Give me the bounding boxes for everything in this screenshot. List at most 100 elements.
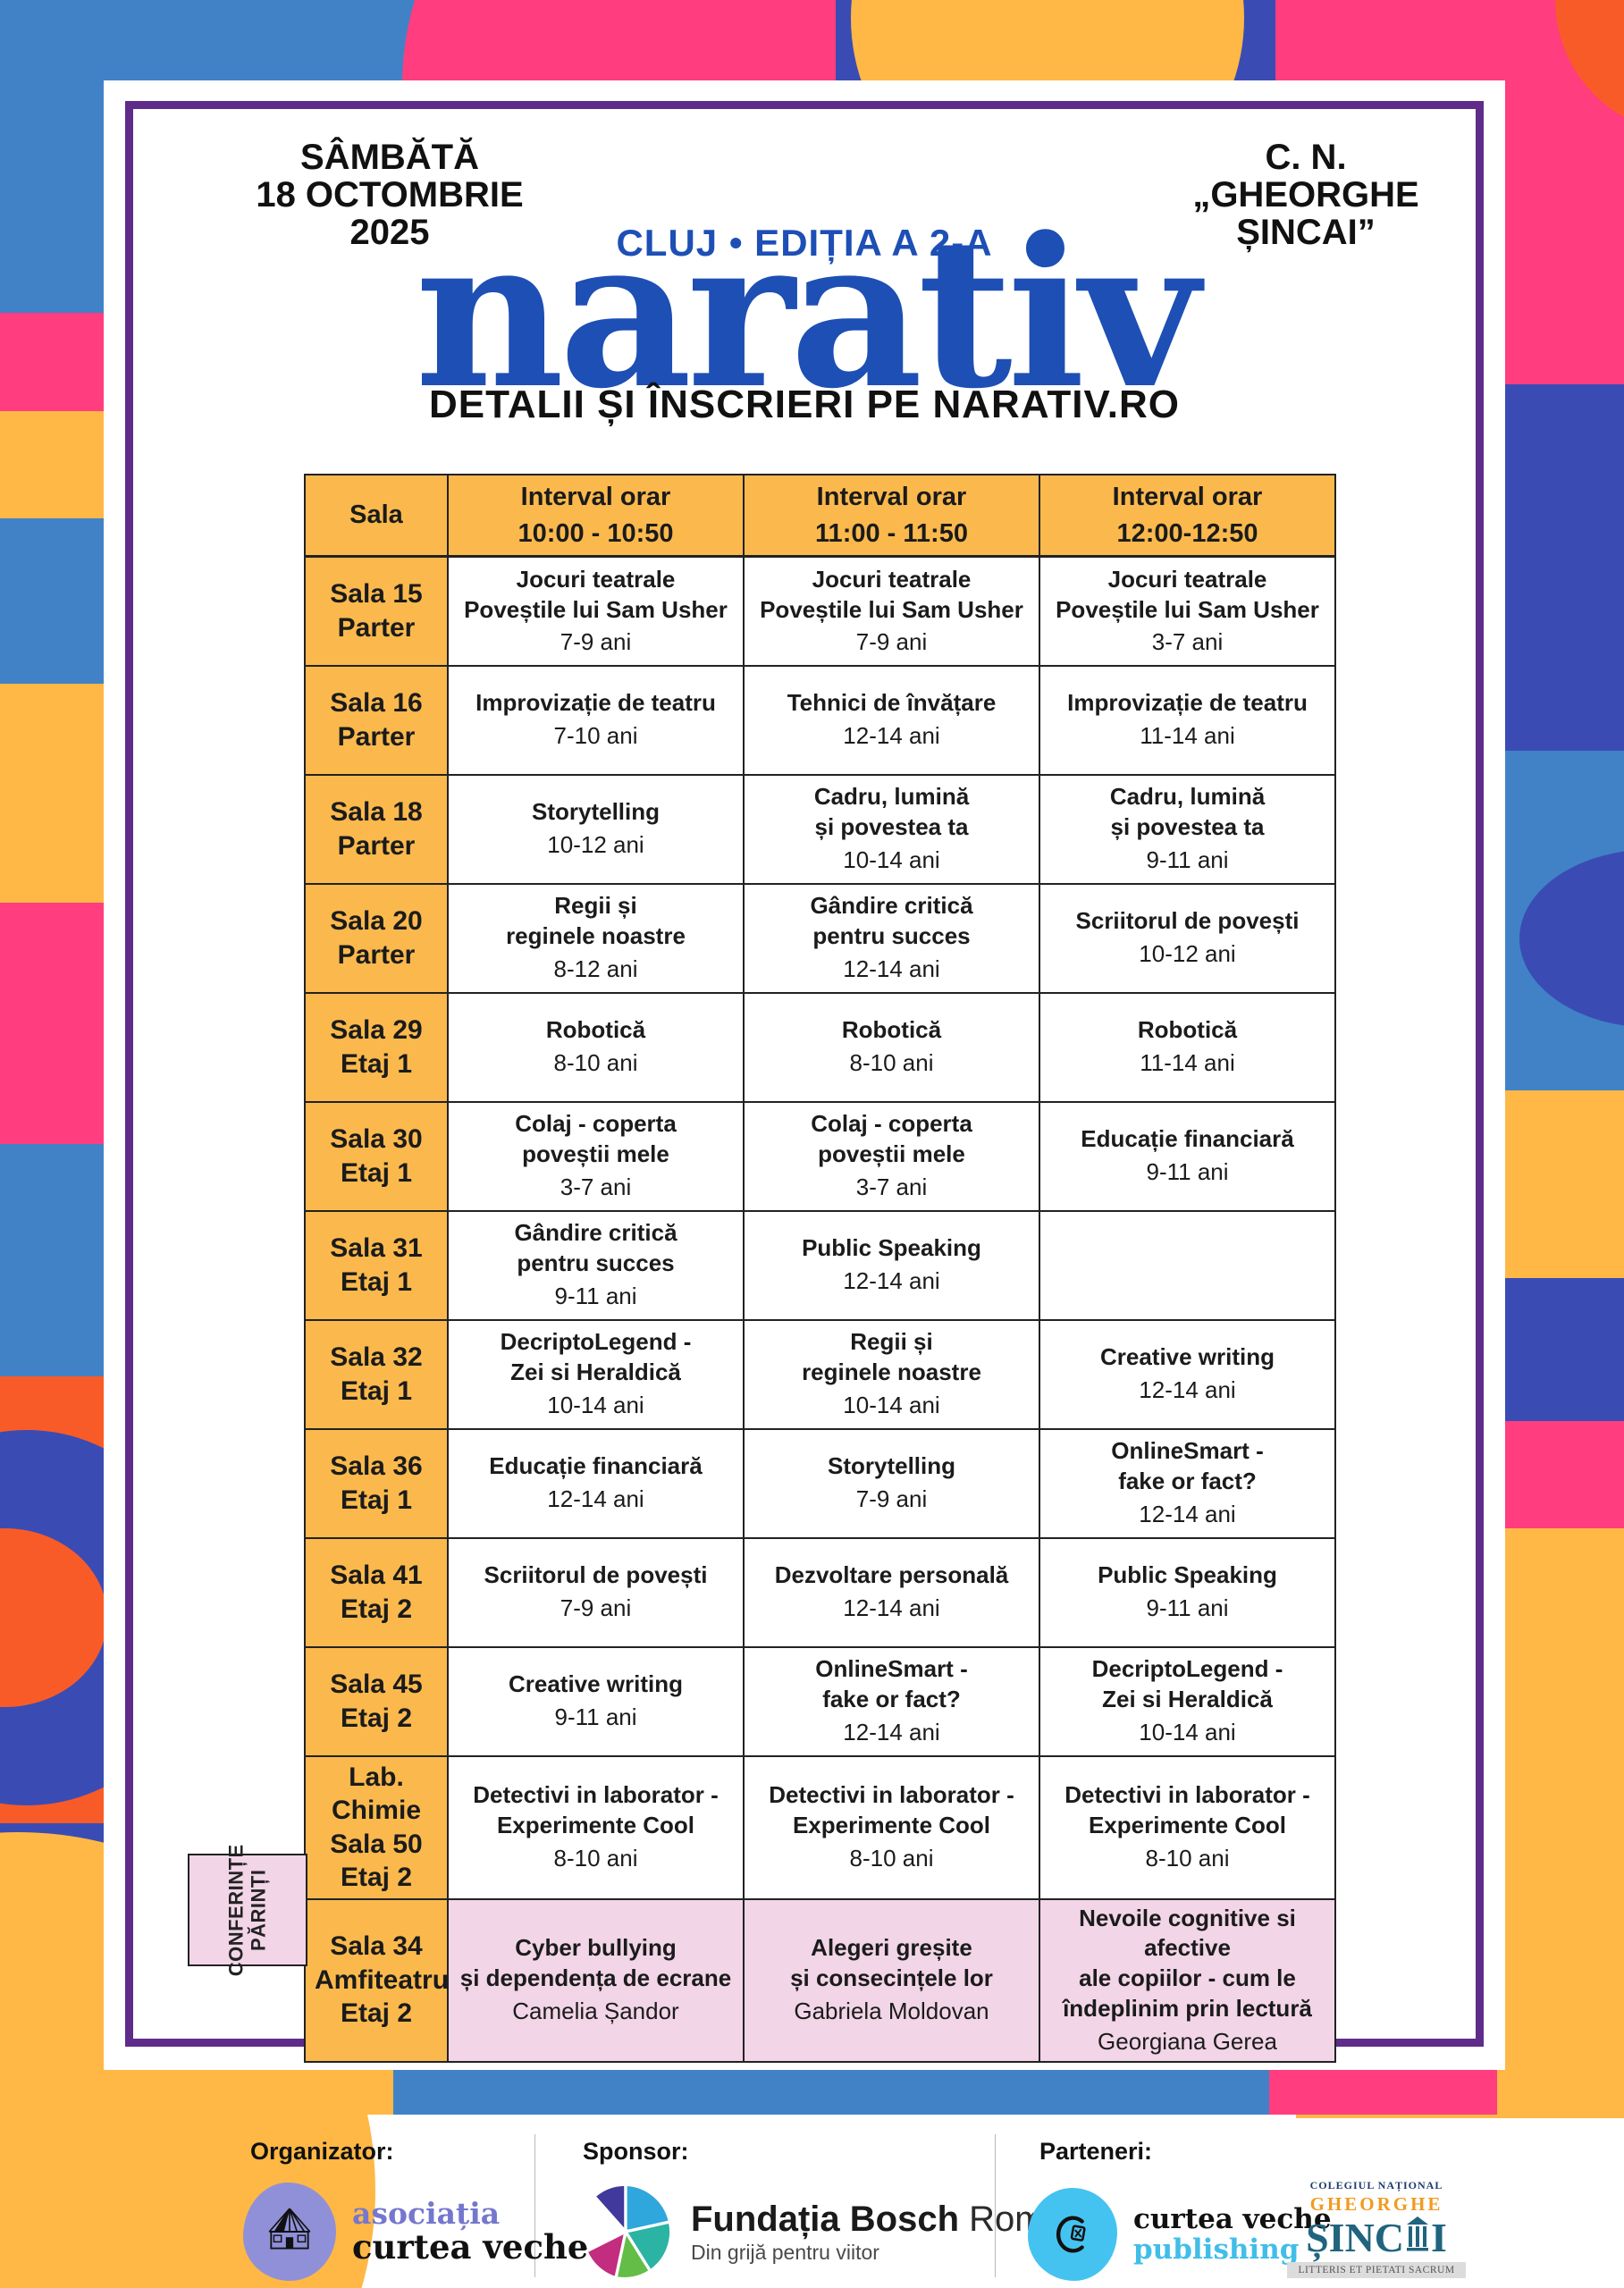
sponsor-label: Sponsor: — [583, 2138, 689, 2165]
workshop-cell: Cadru, lumină și povestea ta 9-11 ani — [1039, 773, 1336, 885]
workshop-age: 10-14 ani — [1139, 1719, 1236, 1746]
event-date: SÂMBĂTĂ 18 OCTOMBRIE 2025 — [256, 138, 524, 252]
workshop-age: 3-7 ani — [1151, 628, 1224, 656]
conference-speaker: Gabriela Moldovan — [794, 1998, 989, 2025]
workshop-title: Regii și reginele noastre — [506, 892, 686, 950]
workshop-title: Jocuri teatrale Poveștile lui Sam Usher — [1056, 565, 1319, 623]
workshop-cell: Detectivi in laborator - Experimente Coo… — [1039, 1754, 1336, 1900]
workshop-title: OnlineSmart - fake or fact? — [815, 1655, 968, 1713]
narativ-logo: narativ — [415, 193, 1199, 434]
workshop-title: Robotică — [841, 1016, 942, 1044]
workshop-cell: Jocuri teatrale Poveștile lui Sam Usher 7… — [447, 555, 745, 667]
partner-publisher-name: curtea veche publishing — [1133, 2204, 1332, 2265]
workshop-cell: Tehnici de învățare 12-14 ani — [743, 664, 1040, 776]
room-cell: Sala 31 Etaj 1 — [304, 1209, 449, 1321]
workshop-age: 10-12 ani — [547, 831, 644, 859]
workshop-title: Colaj - coperta poveștii mele — [515, 1110, 677, 1168]
workshop-title: Storytelling — [827, 1452, 955, 1480]
workshop-title: Regii și reginele noastre — [802, 1328, 981, 1386]
conference-cell: Cyber bullying și dependența de ecrane Ca… — [447, 1897, 745, 2063]
workshop-cell: Colaj - coperta poveștii mele 3-7 ani — [743, 1100, 1040, 1212]
workshop-title: Colaj - coperta poveștii mele — [811, 1110, 972, 1168]
workshop-title: Jocuri teatrale Poveștile lui Sam Usher — [464, 565, 728, 623]
table-row: Sala 30 Etaj 1 Colaj - coperta poveștii m… — [304, 1100, 1336, 1212]
workshop-cell: Regii și reginele noastre 10-14 ani — [743, 1318, 1040, 1430]
header-slot-3: Interval orar 12:00-12:50 — [1039, 474, 1336, 559]
publisher-line1: curtea veche — [1133, 2202, 1332, 2235]
curtea-veche-publishing-icon — [1028, 2188, 1117, 2281]
workshop-title: Dezvoltare personală — [774, 1561, 1009, 1589]
workshop-title: Storytelling — [531, 798, 660, 826]
workshop-cell: DecriptoLegend - Zei si Heraldică 10-14 a… — [1039, 1645, 1336, 1757]
organizer-name-line1: asociația — [352, 2196, 501, 2232]
workshop-age: 10-14 ani — [843, 1392, 940, 1419]
workshop-cell: Scriitorul de povești 7-9 ani — [447, 1536, 745, 1648]
workshop-cell: DecriptoLegend - Zei si Heraldică 10-14 a… — [447, 1318, 745, 1430]
workshop-title: Educație financiară — [489, 1452, 703, 1480]
table-row: Sala 16 Parter Improvizație de teatru 7-10… — [304, 664, 1336, 776]
bosch-foundation-icon — [576, 2183, 675, 2281]
workshop-age: 7-9 ani — [855, 1485, 928, 1513]
room-cell: Lab. Chimie Sala 50 Etaj 2 — [304, 1754, 449, 1900]
table-row: Sala 15 Parter Jocuri teatrale Poveștile … — [304, 555, 1336, 667]
table-row: Sala 41 Etaj 2 Scriitorul de povești 7-9 a… — [304, 1536, 1336, 1648]
workshop-cell: Robotică 8-10 ani — [743, 991, 1040, 1103]
workshop-cell: Gândire critică pentru succes 12-14 ani — [743, 882, 1040, 994]
workshop-cell: Regii și reginele noastre 8-12 ani — [447, 882, 745, 994]
workshop-age: 12-14 ani — [547, 1485, 644, 1513]
workshop-cell: Robotică 11-14 ani — [1039, 991, 1336, 1103]
sponsor-name-bold: Fundația Bosch — [691, 2199, 960, 2239]
workshop-cell: Improvizație de teatru 7-10 ani — [447, 664, 745, 776]
workshop-age: 12-14 ani — [1139, 1376, 1236, 1404]
room-cell: Sala 45 Etaj 2 — [304, 1645, 449, 1757]
workshop-title: DecriptoLegend - Zei si Heraldică — [1091, 1655, 1283, 1713]
workshop-age: 12-14 ani — [843, 1719, 940, 1746]
conference-speaker: Camelia Șandor — [512, 1998, 679, 2025]
partner-school-logo: COLEGIUL NAȚIONAL GHEORGHE ȘINC I LITTER… — [1287, 2179, 1466, 2278]
workshop-title: OnlineSmart - fake or fact? — [1111, 1437, 1264, 1495]
room-cell: Sala 30 Etaj 1 — [304, 1100, 449, 1212]
workshop-age: 7-9 ani — [560, 1594, 632, 1622]
schedule-table: Sala Interval orar 10:00 - 10:50 Interva… — [304, 474, 1336, 2063]
workshop-title: Robotică — [1137, 1016, 1238, 1044]
workshop-age: 3-7 ani — [560, 1173, 632, 1201]
partners-label: Parteneri: — [1039, 2138, 1153, 2165]
workshop-age: 11-14 ani — [1140, 722, 1235, 750]
room-cell: Sala 15 Parter — [304, 555, 449, 667]
host-school: C. N. „GHEORGHE ȘINCAI” — [1192, 138, 1419, 252]
room-cell: Sala 18 Parter — [304, 773, 449, 885]
workshop-title: Public Speaking — [1098, 1561, 1277, 1589]
workshop-title: Cadru, lumină și povestea ta — [813, 783, 970, 841]
workshop-cell: Public Speaking 12-14 ani — [743, 1209, 1040, 1321]
room-cell: Sala 41 Etaj 2 — [304, 1536, 449, 1648]
workshop-cell: Detectivi in laborator - Experimente Coo… — [743, 1754, 1040, 1900]
workshop-cell: Educație financiară 9-11 ani — [1039, 1100, 1336, 1212]
workshop-cell: Gândire critică pentru succes 9-11 ani — [447, 1209, 745, 1321]
tagline-prefix: DETALII ȘI ÎNSCRIERI PE — [429, 383, 933, 426]
edition-line: CLUJ • EDIȚIA A 2-A — [616, 222, 993, 264]
workshop-cell: Creative writing 9-11 ani — [447, 1645, 745, 1757]
organizer-name: asociația curtea veche — [352, 2196, 588, 2265]
room-cell: Sala 36 Etaj 1 — [304, 1427, 449, 1539]
room-cell: Sala 16 Parter — [304, 664, 449, 776]
workshop-title: Improvizație de teatru — [1067, 689, 1308, 717]
workshop-age: 10-14 ani — [843, 846, 940, 874]
workshop-age: 12-14 ani — [843, 1594, 940, 1622]
workshop-title: Jocuri teatrale Poveștile lui Sam Usher — [760, 565, 1023, 623]
publisher-line2: publishing — [1133, 2233, 1300, 2266]
room-cell: Sala 32 Etaj 1 — [304, 1318, 449, 1430]
bg-bottom-pink-band — [1269, 2070, 1497, 2115]
workshop-age: 8-10 ani — [553, 1845, 638, 1872]
school-logo-sincai: ȘINC I — [1287, 2216, 1466, 2259]
school-logo-motto: LITTERIS ET PIETATI SACRUM — [1287, 2262, 1466, 2278]
workshop-age: 12-14 ani — [843, 1267, 940, 1295]
workshop-cell: Dezvoltare personală 12-14 ani — [743, 1536, 1040, 1648]
workshop-title: Gândire critică pentru succes — [514, 1219, 677, 1277]
workshop-age: 9-11 ani — [1146, 1158, 1229, 1186]
room-cell: Sala 20 Parter — [304, 882, 449, 994]
table-row: Sala 20 Parter Regii și reginele noastre 8… — [304, 882, 1336, 994]
workshop-title: Creative writing — [1099, 1343, 1275, 1371]
workshop-title: Scriitorul de povești — [1075, 907, 1300, 935]
conference-cell: Alegeri greșite și consecințele lor Gabri… — [743, 1897, 1040, 2063]
